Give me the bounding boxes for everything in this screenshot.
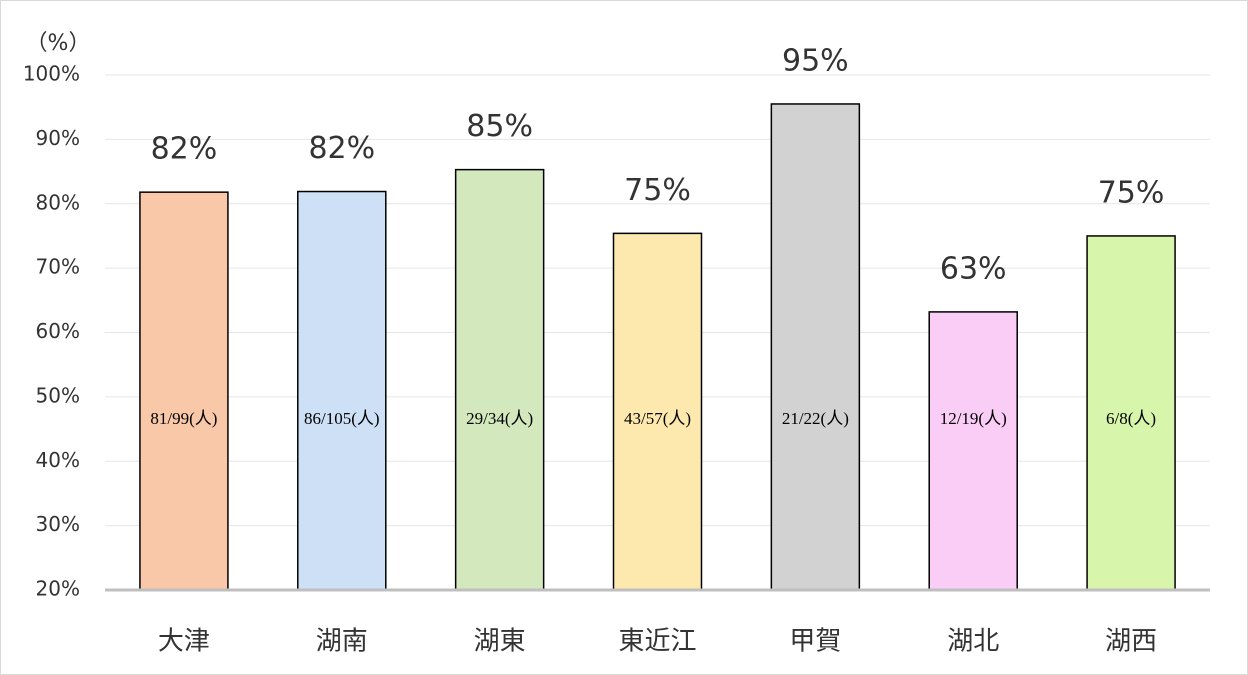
count-label: 21/22(人) xyxy=(782,409,849,428)
count-label: 12/19(人) xyxy=(940,409,1007,428)
y-tick-label: 50% xyxy=(36,383,80,407)
value-label: 82% xyxy=(151,132,218,167)
count-label: 6/8(人) xyxy=(1106,409,1156,428)
bar xyxy=(1086,235,1176,591)
x-tick-label: 湖西 xyxy=(1105,627,1157,657)
value-label: 95% xyxy=(782,43,849,78)
value-label: 82% xyxy=(308,131,375,166)
count-label: 43/57(人) xyxy=(624,409,691,428)
bar xyxy=(770,103,861,591)
count-label: 86/105(人) xyxy=(304,409,380,428)
y-tick-label: 30% xyxy=(36,512,80,536)
y-tick-label: 20% xyxy=(36,577,80,601)
value-label: 75% xyxy=(1098,175,1165,210)
y-tick-label: 80% xyxy=(36,190,80,214)
bar xyxy=(612,232,703,591)
value-label: 63% xyxy=(940,251,1007,286)
x-tick-label: 湖南 xyxy=(316,627,368,657)
y-tick-label: 70% xyxy=(36,255,80,279)
y-tick-label: 40% xyxy=(36,448,80,472)
value-label: 85% xyxy=(466,109,533,144)
x-tick-label: 湖東 xyxy=(474,627,526,657)
y-tick-label: 100% xyxy=(23,62,80,86)
value-label: 75% xyxy=(624,173,691,208)
y-axis-label: （%） xyxy=(26,31,91,56)
count-label: 29/34(人) xyxy=(466,409,533,428)
y-tick-label: 60% xyxy=(36,319,80,343)
bar xyxy=(139,191,229,591)
x-tick-label: 湖北 xyxy=(947,627,999,657)
bar xyxy=(928,311,1018,591)
x-tick-label: 甲賀 xyxy=(789,627,841,657)
count-label: 81/99(人) xyxy=(150,409,217,428)
bar xyxy=(454,168,545,591)
bar xyxy=(297,190,387,591)
x-tick-label: 大津 xyxy=(158,627,210,657)
x-tick-label: 東近江 xyxy=(618,627,696,657)
y-tick-label: 90% xyxy=(36,126,80,150)
